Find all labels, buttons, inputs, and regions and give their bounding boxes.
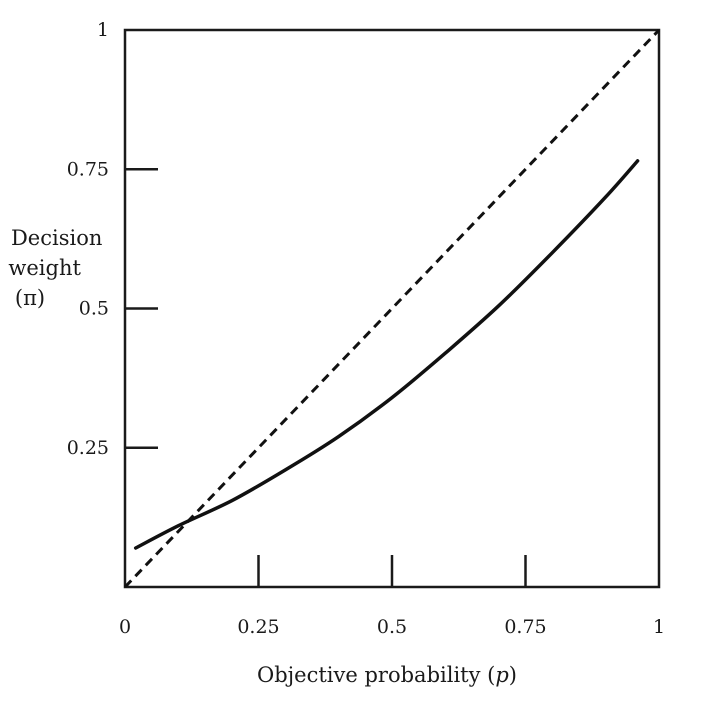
x-tick-label: 1 <box>653 616 665 638</box>
axis-tick-labels: 0 0.25 0.5 0.75 1 0.25 0.5 0.75 1 <box>67 19 665 638</box>
identity-line-dashed <box>123 28 661 589</box>
x-tick-label: 0.75 <box>504 616 546 638</box>
x-tick-label: 0.5 <box>377 616 407 638</box>
y-tick-label: 1 <box>97 19 109 41</box>
axis-ticks <box>125 168 527 587</box>
y-axis-label-line-1: Decision <box>11 226 102 250</box>
plot-frame <box>123 28 661 589</box>
x-tick-label: 0 <box>119 616 131 638</box>
y-tick-label: 0.75 <box>67 158 109 180</box>
decision-weight-curve <box>133 159 640 550</box>
x-tick-label: 0.25 <box>237 616 279 638</box>
y-tick-label: 0.5 <box>79 298 109 320</box>
x-axis-label: Objective probability (p) <box>257 663 517 687</box>
y-axis-label-line-3: (π) <box>15 286 45 310</box>
x-axis-variable: p <box>495 663 508 687</box>
y-axis-label: Decision weight (π) <box>8 226 109 310</box>
y-axis-label-line-2: weight <box>8 256 81 280</box>
series-group <box>123 28 661 589</box>
y-tick-label: 0.25 <box>67 437 109 459</box>
